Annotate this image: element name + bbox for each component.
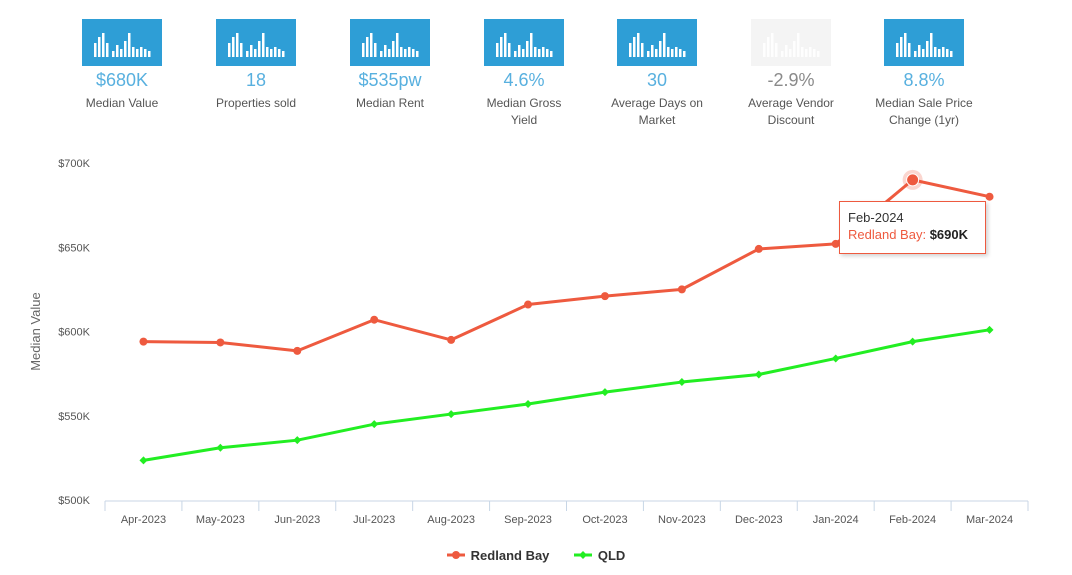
stat-value: 30 [646,70,668,90]
x-tick-label: Nov-2023 [658,514,706,526]
x-tick-label: Aug-2023 [427,514,475,526]
y-tick-label: $500K [58,495,90,507]
stat-label: Median Sale Price Change (1yr) [875,96,973,127]
bar-chart-icon [216,19,296,66]
legend-label: QLD [597,547,626,563]
chart-legend: Redland Bay QLD [0,547,1072,565]
data-point [754,370,763,379]
x-tick-label: Sep-2023 [504,514,552,526]
stat-label: Properties sold [215,96,297,110]
y-tick-label: $700K [58,158,90,170]
stat-label: Median Rent [355,96,425,110]
data-point [370,315,379,324]
stat-label: Median Value [85,96,159,110]
series-line [141,328,992,462]
stat-value: 8.8% [903,70,945,90]
data-point [908,337,917,346]
legend-line-circle-icon [446,551,465,559]
data-point [985,192,994,201]
data-point [370,420,379,429]
bar-chart-icon [82,19,162,66]
hover-point [906,173,920,187]
stat-average-days-on-market: 30 Average Days on Market [590,19,724,129]
stat-properties-sold: 18 Properties sold [189,19,323,112]
x-tick-label: Oct-2023 [582,514,627,526]
y-axis-title: Median Value [28,292,43,371]
chart-tooltip: Feb-2024 Redland Bay: $690K [839,201,986,254]
data-point [524,300,533,309]
data-point [831,239,840,248]
stat-value: 18 [245,70,267,90]
tooltip-value: $690K [929,227,968,242]
data-point [754,244,763,253]
data-point [216,443,225,452]
data-point [831,354,840,363]
x-tick-label: Mar-2024 [966,514,1013,526]
stat-median-gross-yield: 4.6% Median Gross Yield [457,19,591,129]
tooltip-series-label: Redland Bay: [848,227,927,242]
legend-label: Redland Bay [470,547,550,563]
stat-label: Average Days on Market [611,96,703,127]
stats-bar: $680K Median Value 18 Properties sold $5… [0,0,1072,135]
legend-item-qld[interactable]: QLD [573,547,626,563]
bar-chart-icon [617,19,697,66]
x-tick-label: May-2023 [196,514,245,526]
data-point [985,325,994,334]
x-tick-label: Jan-2024 [813,514,859,526]
stat-median-value: $680K Median Value [55,19,189,112]
bar-chart-icon [884,19,964,66]
data-point [600,292,609,301]
y-tick-label: $550K [58,411,90,423]
data-point [524,399,533,408]
data-point [216,338,225,347]
stat-value: 4.6% [503,70,545,90]
x-tick-label: Apr-2023 [121,514,166,526]
legend-item-redland-bay[interactable]: Redland Bay [446,547,550,563]
x-tick-label: Jul-2023 [353,514,395,526]
data-point [677,285,686,294]
y-tick-label: $600K [58,327,90,339]
x-tick-label: Dec-2023 [735,514,783,526]
y-tick-label: $650K [58,242,90,254]
data-point [447,410,456,419]
x-tick-label: Feb-2024 [889,514,936,526]
bar-chart-icon [350,19,430,66]
stat-average-vendor-discount: -2.9% Average Vendor Discount [724,19,858,129]
stat-value: -2.9% [767,70,815,90]
stat-median-rent: $535pw Median Rent [323,19,457,112]
tooltip-date: Feb-2024 [848,210,904,225]
data-point [600,388,609,397]
data-point [139,456,148,465]
stat-label: Median Gross Yield [486,96,562,127]
stat-median-sale-price-change: 8.8% Median Sale Price Change (1yr) [857,19,991,129]
stat-label: Average Vendor Discount [748,96,834,127]
x-tick-label: Jun-2023 [274,514,320,526]
legend-line-diamond-icon [573,551,592,559]
data-point [293,436,302,445]
data-point [677,378,686,387]
data-point [447,335,456,344]
data-point [139,337,148,346]
stat-value: $680K [95,70,149,90]
median-value-chart: $500K $550K $600K $650K $700K Median Value Apr… [28,158,1029,526]
bar-chart-icon [484,19,564,66]
bar-chart-icon [751,19,831,66]
stat-value: $535pw [358,70,422,90]
data-point [293,346,302,355]
